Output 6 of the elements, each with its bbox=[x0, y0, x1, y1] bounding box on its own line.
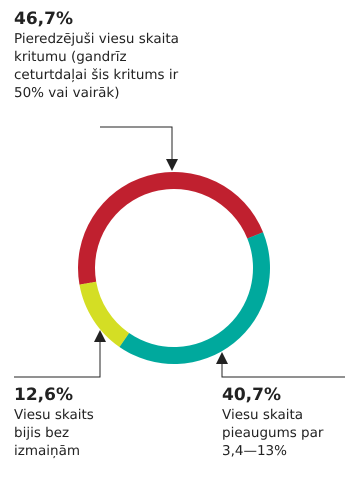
slice-label: Viesu skaits bijis bez izmaiņām bbox=[14, 407, 94, 459]
data-label: 12,6% bbox=[14, 384, 74, 406]
slice-label: Viesu skaita pieaugums par 3,4—13% bbox=[222, 407, 324, 459]
data-label: 46,7% bbox=[14, 8, 74, 30]
data-label: 40,7% bbox=[222, 384, 282, 406]
slice-label: Pieredzējuši viesu skaita kritumu (gandrīz ceturtdaļai šis kritums ir 50% vai vairāk) bbox=[14, 31, 179, 101]
